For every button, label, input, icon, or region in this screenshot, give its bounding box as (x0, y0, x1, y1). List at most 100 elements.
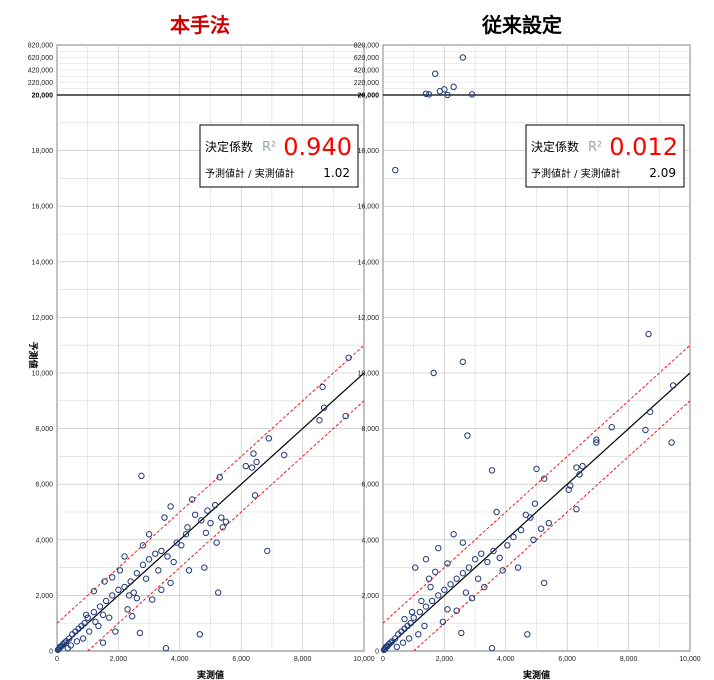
data-point (121, 583, 128, 591)
data-point (125, 592, 133, 599)
r2-label: 決定係数 (205, 139, 253, 154)
x-axis-label: 実測値 (523, 669, 550, 680)
data-point (196, 631, 203, 638)
data-point (90, 588, 98, 595)
data-point (99, 611, 107, 619)
data-point (184, 524, 191, 531)
data-point (96, 603, 104, 610)
x-axis-label: 実測値 (197, 669, 224, 680)
data-point (510, 533, 517, 541)
data-point (218, 514, 225, 521)
data-point-upper (425, 91, 433, 98)
data-point (185, 567, 193, 574)
data-point (145, 531, 153, 538)
r2-value: 0.940 (283, 133, 352, 161)
data-point (139, 561, 147, 569)
data-point (608, 424, 615, 431)
data-point (573, 506, 580, 513)
data-point (593, 436, 600, 443)
data-point (447, 581, 454, 588)
y-tick-label: 18,000 (32, 148, 54, 155)
data-point (198, 517, 205, 524)
data-point (573, 464, 580, 471)
data-point (514, 564, 522, 571)
y-tick-label: 14,000 (358, 259, 380, 266)
data-point (493, 508, 500, 516)
data-point (405, 635, 413, 642)
x-tick-label: 2,000 (436, 656, 454, 663)
ratio-label: 予測値計 / 実測値計 (205, 167, 295, 180)
data-point (69, 631, 76, 638)
data-point (435, 592, 442, 599)
data-point (474, 575, 482, 582)
data-point (162, 645, 170, 652)
data-point (211, 501, 219, 509)
data-point (115, 586, 122, 594)
data-point (522, 511, 529, 518)
data-point (219, 524, 226, 531)
data-point (161, 514, 168, 521)
y-tick-label-upper: 220,000 (354, 80, 379, 87)
data-point (593, 439, 600, 446)
data-point (669, 382, 677, 389)
data-point-upper (444, 91, 451, 99)
data-point (178, 542, 185, 549)
data-point (422, 556, 430, 563)
data-point (79, 635, 87, 642)
data-point (425, 575, 433, 582)
data-point (418, 597, 425, 605)
data-point (459, 539, 467, 546)
data-point (408, 608, 416, 616)
data-point (517, 526, 525, 534)
y-tick-label: 2,000 (361, 593, 379, 600)
data-point (410, 614, 417, 621)
data-point (540, 475, 548, 482)
y-tick-label: 14,000 (32, 259, 54, 266)
data-point (488, 467, 496, 474)
data-point (435, 544, 442, 552)
tolerance-band-line (87, 400, 364, 651)
data-point (64, 645, 71, 652)
y-tick-label: 16,000 (32, 204, 54, 211)
data-point (253, 458, 260, 466)
tolerance-band-line (383, 344, 690, 624)
data-point (142, 575, 150, 582)
data-point (576, 471, 583, 478)
data-point (265, 435, 273, 442)
data-point (382, 645, 389, 652)
data-point (668, 439, 675, 446)
identity-line (383, 372, 690, 651)
x-tick-label: 10,000 (679, 656, 701, 663)
data-point (459, 358, 467, 366)
y-tick-label: 4,000 (35, 537, 53, 544)
data-point (533, 465, 540, 473)
ratio-value: 1.02 (323, 166, 350, 180)
data-point (441, 586, 448, 594)
data-point (319, 383, 326, 391)
data-point (504, 542, 511, 549)
data-point (138, 472, 145, 480)
data-point (439, 618, 447, 626)
y-tick-label: 16,000 (358, 204, 380, 211)
data-point (54, 646, 62, 654)
x-tick-label: 6,000 (232, 656, 250, 663)
data-point (264, 547, 271, 555)
data-point (158, 547, 165, 555)
data-point (191, 511, 199, 518)
data-point (188, 496, 196, 503)
data-point (401, 615, 408, 623)
data-point (468, 594, 476, 602)
data-point (158, 586, 165, 594)
ratio-value: 2.09 (649, 166, 676, 180)
data-point (99, 639, 107, 646)
x-tick-label: 0 (381, 656, 385, 663)
data-point (450, 531, 457, 538)
data-point (545, 519, 552, 527)
data-point (214, 589, 222, 596)
data-point (133, 594, 141, 602)
y-tick-label-upper: 420,000 (28, 68, 53, 75)
y-tick-label: 12,000 (32, 315, 54, 322)
data-point (105, 614, 113, 621)
